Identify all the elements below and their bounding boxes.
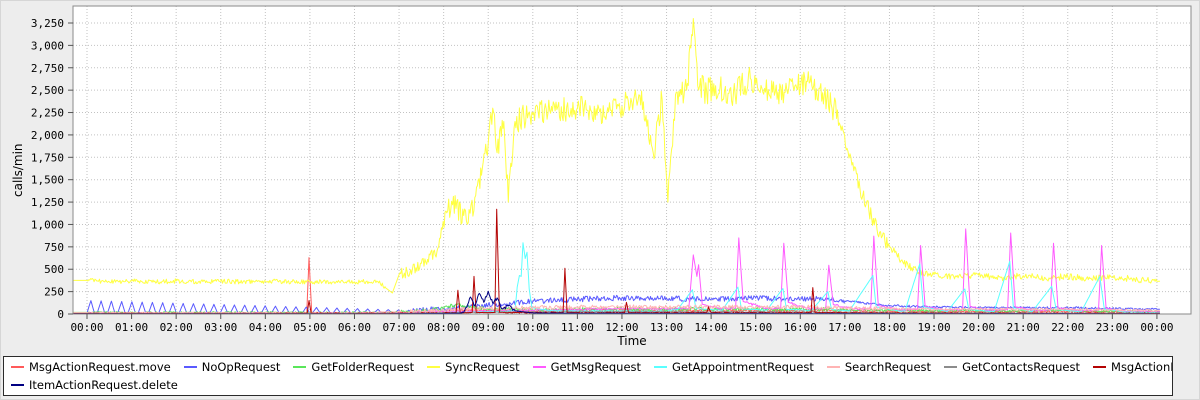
plot-area xyxy=(73,6,1191,314)
y-tick-label: 750 xyxy=(44,241,64,254)
series-line-SearchRequest xyxy=(73,304,1160,314)
legend-swatch-line xyxy=(11,384,24,386)
legend-swatch-line xyxy=(532,366,546,368)
legend-item-label: SyncRequest xyxy=(445,360,520,374)
y-tick-label: 1,000 xyxy=(31,218,64,231)
y-tick-label: 3,000 xyxy=(31,39,64,52)
legend-swatch-line xyxy=(1093,366,1107,368)
axis-ticks xyxy=(68,22,1158,319)
y-tick-label: 3,250 xyxy=(31,17,64,30)
x-tick-label: 06:00 xyxy=(338,321,371,334)
legend-item: GetMsgRequest xyxy=(532,360,642,374)
series-line-MsgActionRequest.delete xyxy=(73,208,1160,314)
legend-swatch-line xyxy=(11,366,24,368)
y-tick-label: 250 xyxy=(44,286,64,299)
x-tick-label: 14:00 xyxy=(695,321,728,334)
x-tick-label: 04:00 xyxy=(249,321,282,334)
legend-swatch-line xyxy=(183,366,197,368)
x-tick-label: 16:00 xyxy=(784,321,817,334)
y-tick-label: 2,250 xyxy=(31,107,64,120)
x-tick-label: 05:00 xyxy=(293,321,326,334)
x-tick-label: 03:00 xyxy=(204,321,237,334)
x-tick-label: 12:00 xyxy=(605,321,638,334)
x-tick-label: 21:00 xyxy=(1007,321,1040,334)
chart-canvas: 0 250 500 750 1,000 1,250 1,500 1,750 2,000 2,250… xyxy=(31,5,1192,334)
legend-item: SearchRequest xyxy=(826,360,932,374)
x-tick-label: 01:00 xyxy=(115,321,148,334)
legend-item-label: SearchRequest xyxy=(844,360,932,374)
x-tick-label: 17:00 xyxy=(828,321,861,334)
x-tick-label: 18:00 xyxy=(873,321,906,334)
legend-item: GetAppointmentRequest xyxy=(654,360,814,374)
y-tick-label: 2,500 xyxy=(31,84,64,97)
axis-tick-labels: 0 250 500 750 1,000 1,250 1,500 1,750 2,000 2,250… xyxy=(31,17,1174,334)
x-tick-label: 19:00 xyxy=(917,321,950,334)
y-tick-label: 2,000 xyxy=(31,129,64,142)
legend-swatch-line xyxy=(427,366,441,368)
x-tick-label: 10:00 xyxy=(516,321,549,334)
legend-item: MsgActionRequest.move xyxy=(11,360,171,374)
y-tick-label: 1,500 xyxy=(31,174,64,187)
legend-item-label: MsgActionRequest.move xyxy=(29,360,171,374)
series-line-SyncRequest xyxy=(73,18,1160,294)
x-tick-label: 11:00 xyxy=(561,321,594,334)
legend-row: MsgActionRequest.move NoOpRequest GetFolde… xyxy=(4,358,1172,376)
gridlines xyxy=(73,6,1191,314)
x-tick-label: 00:00 xyxy=(1140,321,1173,334)
legend-item-label: GetMsgRequest xyxy=(550,360,642,374)
legend-item-label: GetContactsRequest xyxy=(962,360,1081,374)
x-tick-label: 22:00 xyxy=(1051,321,1084,334)
x-tick-label: 13:00 xyxy=(650,321,683,334)
legend-item-label: NoOpRequest xyxy=(201,360,281,374)
legend-item: MsgActionRequest.delete xyxy=(1093,360,1172,374)
legend-swatch-line xyxy=(654,366,668,368)
x-tick-label: 09:00 xyxy=(472,321,505,334)
y-tick-label: 500 xyxy=(44,263,64,276)
legend-item-label: ItemActionRequest.delete xyxy=(29,378,178,392)
legend-item-label: GetFolderRequest xyxy=(311,360,415,374)
y-tick-label: 1,250 xyxy=(31,196,64,209)
plot-border xyxy=(72,5,1192,315)
legend-item-label: MsgActionRequest.delete xyxy=(1111,360,1172,374)
legend-swatch-line xyxy=(826,366,840,368)
x-tick-label: 07:00 xyxy=(382,321,415,334)
x-tick-label: 08:00 xyxy=(427,321,460,334)
legend-item: GetContactsRequest xyxy=(944,360,1080,374)
legend-item: NoOpRequest xyxy=(183,360,281,374)
x-tick-label: 23:00 xyxy=(1096,321,1129,334)
x-tick-label: 00:00 xyxy=(70,321,103,334)
y-tick-label: 0 xyxy=(57,308,64,321)
y-tick-label: 1,750 xyxy=(31,151,64,164)
legend-item: SyncRequest xyxy=(427,360,520,374)
legend-item: ItemActionRequest.delete xyxy=(11,378,178,392)
legend-row: ItemActionRequest.delete xyxy=(4,376,1172,394)
x-tick-label: 20:00 xyxy=(962,321,995,334)
x-tick-label: 02:00 xyxy=(160,321,193,334)
legend-swatch-line xyxy=(293,366,307,368)
x-tick-label: 15:00 xyxy=(739,321,772,334)
x-axis-title: Time xyxy=(617,334,647,348)
legend-item: GetFolderRequest xyxy=(293,360,414,374)
y-tick-label: 2,750 xyxy=(31,62,64,75)
y-axis-title: calls/min xyxy=(11,143,25,197)
legend-item-label: GetAppointmentRequest xyxy=(672,360,814,374)
legend-swatch-line xyxy=(944,366,958,368)
chart-legend: MsgActionRequest.move NoOpRequest GetFolde… xyxy=(3,356,1173,396)
